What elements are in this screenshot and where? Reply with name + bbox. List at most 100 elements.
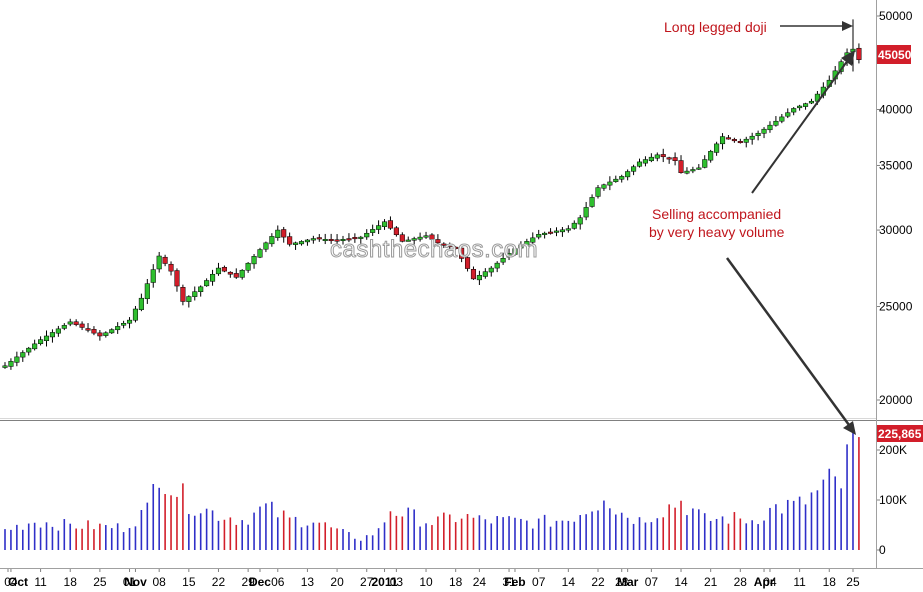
candle [696, 164, 702, 170]
candle [719, 133, 726, 150]
date-tick-label: 21 [704, 575, 718, 589]
candle [109, 328, 115, 334]
candle [684, 167, 690, 175]
candle [470, 266, 477, 280]
candle [340, 235, 346, 245]
candle [144, 278, 150, 304]
candle [245, 262, 251, 273]
watermark: cashthechaos.com [330, 236, 538, 263]
candle [577, 214, 583, 230]
candle [115, 322, 121, 334]
candle [714, 141, 720, 156]
date-tick-label: 03 [390, 575, 404, 589]
selling-annotation-line-1: Selling accompanied [652, 206, 781, 222]
candle [150, 264, 156, 288]
candle [227, 271, 233, 278]
candle [435, 234, 441, 247]
candle [14, 351, 20, 367]
candle [67, 318, 73, 327]
candle [49, 329, 55, 343]
candle [322, 233, 328, 245]
date-tick-label: 08 [153, 575, 167, 589]
candle [328, 233, 334, 244]
candle [387, 216, 393, 230]
date-tick-label: Mar [617, 575, 639, 589]
candle [494, 261, 500, 273]
candle [405, 236, 411, 242]
candle [221, 265, 227, 273]
candle [761, 127, 767, 139]
candle [393, 226, 399, 237]
candle [542, 231, 548, 239]
candle [73, 319, 79, 327]
candle [156, 251, 162, 273]
candle [275, 225, 281, 241]
candle [803, 102, 809, 110]
candle [619, 174, 625, 183]
candle [423, 231, 429, 239]
last-price-tag-text: 45050 [878, 48, 912, 62]
candle [180, 284, 186, 306]
candle [583, 201, 589, 221]
candle [174, 268, 180, 292]
candle [263, 241, 269, 253]
date-tick-label: 25 [93, 575, 107, 589]
candle [773, 116, 779, 127]
doji-annotation-text: Long legged doji [664, 19, 767, 35]
date-tick-label: 07 [645, 575, 659, 589]
doji-annotation: Long legged doji [664, 19, 853, 35]
date-tick-label: 18 [823, 575, 837, 589]
candle [138, 293, 144, 312]
last-volume-tag: 225,865 [877, 425, 923, 442]
candle [785, 108, 791, 119]
candle [548, 228, 554, 235]
candle [743, 136, 749, 148]
selling-arrow-to-candle [751, 59, 849, 194]
candle [198, 285, 204, 297]
price-axis: 50000 40000 35000 30000 25000 20000 [876, 9, 913, 407]
candle [559, 227, 565, 237]
selling-arrowhead-bottom [843, 421, 856, 435]
volume-tick-label: 100K [879, 493, 907, 507]
date-tick-label: 01 [123, 575, 137, 589]
date-tick-label: 04 [4, 575, 18, 589]
last-price-tag: 45050 [877, 45, 912, 64]
candle [767, 121, 773, 133]
candle [459, 244, 465, 263]
selling-annotation-line-2: by very heavy volume [649, 224, 785, 240]
candle [376, 220, 382, 235]
candle [346, 233, 352, 243]
doji-arrowhead [842, 21, 853, 31]
candle [453, 246, 459, 250]
candle [417, 232, 423, 242]
candle [808, 98, 815, 105]
candle [636, 158, 643, 168]
candle [126, 317, 133, 329]
candle [162, 254, 168, 267]
candle [121, 320, 127, 329]
candle [293, 241, 299, 250]
candle [749, 132, 755, 145]
candle [79, 321, 85, 331]
candle [20, 350, 26, 362]
price-tick-label: 35000 [879, 158, 913, 172]
candle [482, 268, 488, 279]
candle [642, 156, 648, 167]
date-tick-label: 24 [473, 575, 487, 589]
candle [61, 323, 67, 331]
volume-axis: 200K 100K 0 [876, 443, 907, 557]
candle [85, 323, 91, 333]
date-tick-label: 20 [330, 575, 344, 589]
candle [690, 166, 696, 174]
candle [32, 339, 38, 351]
candle [429, 233, 435, 242]
candle [666, 156, 672, 164]
candle [755, 130, 761, 141]
candle [334, 234, 340, 246]
candle [725, 134, 732, 140]
date-tick-label: 29 [241, 575, 255, 589]
date-tick-label: 04 [763, 575, 777, 589]
candle [678, 155, 684, 174]
candle [536, 229, 542, 240]
candle [298, 240, 305, 246]
